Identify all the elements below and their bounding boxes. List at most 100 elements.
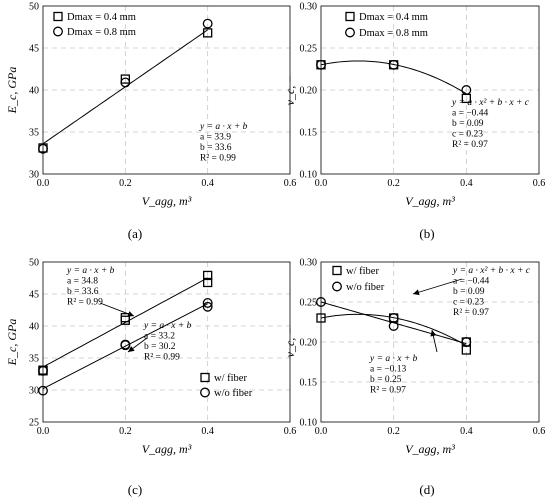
legend-label: Dmax = 0.4 mm [359,12,428,23]
annotation-text: b = 33.6 [67,287,99,297]
x-tick-label: 0.4 [460,426,473,437]
legend-label: w/ fiber [346,266,379,277]
plot-frame [320,261,540,423]
data-point-circle [202,298,213,308]
y-tick-label: 50 [29,258,39,269]
data-point-circle [120,339,131,350]
plot-frame [320,5,540,175]
y-axis-label: E_c, GPa [5,67,19,115]
y-tick-label: 0.10 [300,418,318,429]
y-tick-label: 0.20 [300,86,318,97]
annotation-text: R² = 0.99 [67,298,103,308]
data-point-circle [388,313,399,323]
annotation-text: a = −0.44 [452,109,489,119]
data-point-circle [38,143,48,154]
y-tick-label: 45 [29,290,39,301]
y-tick-label: 0.30 [300,258,318,269]
y-tick-label: 35 [29,354,39,365]
chart-panel-0: 0.0 0.2 0.4 0.6 30 35 40 45 50 V_agg, m³ E_c, GPa (… [5,2,296,242]
annotation-text: R² = 0.99 [144,353,180,363]
y-tick-label: 0.15 [300,378,318,389]
y-tick-label: 0.30 [300,2,318,13]
legend-symbol-square [200,372,210,383]
y-axis-label: ν_c, − [283,75,297,106]
annotation-text: y = a · x + b [369,354,418,364]
x-tick-label: 0.4 [201,178,214,189]
data-point-square [120,74,130,84]
legend-symbol-square [332,265,342,276]
y-tick-label: 0.25 [300,298,318,309]
x-tick-label: 0.0 [315,426,328,437]
annotation-text: y = a · x² + b · x + c [452,266,531,276]
data-point-circle [120,77,131,88]
fit-curve-0 [42,277,208,368]
x-axis-label: V_agg, m³ [405,194,455,208]
x-axis-label: V_agg, m³ [142,194,192,208]
annotation-arrow [99,302,135,317]
annotation-text: y = a · x + b [66,266,115,276]
x-tick-label: 0.4 [201,426,214,437]
legend-label: Dmax = 0.8 mm [67,27,136,38]
y-tick-label: 40 [29,322,39,333]
panel-caption: (d) [419,482,434,497]
legend-label: Dmax = 0.4 mm [67,12,136,23]
annotation-text: b = 33.6 [200,143,232,153]
y-tick-label: 0.10 [300,170,318,181]
y-tick-label: 0.25 [300,44,318,55]
annotation-text: R² = 0.97 [452,140,488,150]
annotation-text: a = 33.2 [144,332,175,342]
annotation-text: R² = 0.97 [453,308,489,318]
data-point-square [203,277,213,288]
x-axis-label: V_agg, m³ [142,442,192,456]
legend-symbol-circle [332,281,342,292]
data-point-circle [202,18,213,29]
y-axis-label: ν_c, − [283,327,297,358]
x-tick-label: 0.6 [533,426,546,437]
annotation-text: b = 0.09 [452,119,484,129]
legend-label: w/o fiber [346,282,385,293]
data-point-circle [461,85,472,95]
legend-symbol-square [345,11,355,22]
data-point-circle [461,337,472,347]
fit-curve-1 [42,303,208,390]
x-tick-label: 0.0 [315,178,328,189]
data-point-square [203,270,213,281]
annotation-text: y = a · x² + b · x + c [451,98,530,108]
y-tick-label: 40 [29,86,39,97]
arrow-head [413,289,420,296]
legend-symbol-circle [200,387,210,398]
annotation-text: R² = 0.97 [370,386,406,396]
annotation-text: a = 33.9 [200,133,231,143]
x-tick-label: 0.2 [119,178,132,189]
y-axis-label: E_c, GPa [5,319,19,367]
data-point-square [316,313,326,323]
x-tick-label: 0.0 [37,426,50,437]
panel-caption: (a) [128,226,142,241]
legend-label: w/ fiber [214,373,247,384]
annotation-text: R² = 0.99 [200,154,236,164]
x-tick-label: 0.2 [387,178,400,189]
annotation-text: b = 0.25 [370,375,402,385]
x-tick-label: 0.6 [284,178,297,189]
y-tick-label: 35 [29,128,39,139]
y-tick-label: 50 [29,2,39,13]
y-tick-label: 0.15 [300,128,318,139]
annotation-text: b = 0.09 [453,287,485,297]
fit-curve-0 [320,313,467,346]
fit-curve-0 [320,60,467,95]
legend-label: w/o fiber [214,388,253,399]
panel-caption: (c) [128,482,142,497]
annotation-text: y = a · x + b [143,321,192,331]
data-point-square [120,315,130,325]
x-tick-label: 0.2 [387,426,400,437]
x-tick-label: 0.2 [119,426,132,437]
legend-symbol-circle [345,27,355,38]
legend-symbol-circle [53,26,63,37]
plot-frame [42,261,291,423]
annotation-text: a = 34.8 [67,277,98,287]
arrow-head [430,330,437,337]
annotation-text: y = a · x + b [199,122,248,132]
annotation-text: b = 30.2 [144,342,176,352]
y-tick-label: 0.20 [300,338,318,349]
